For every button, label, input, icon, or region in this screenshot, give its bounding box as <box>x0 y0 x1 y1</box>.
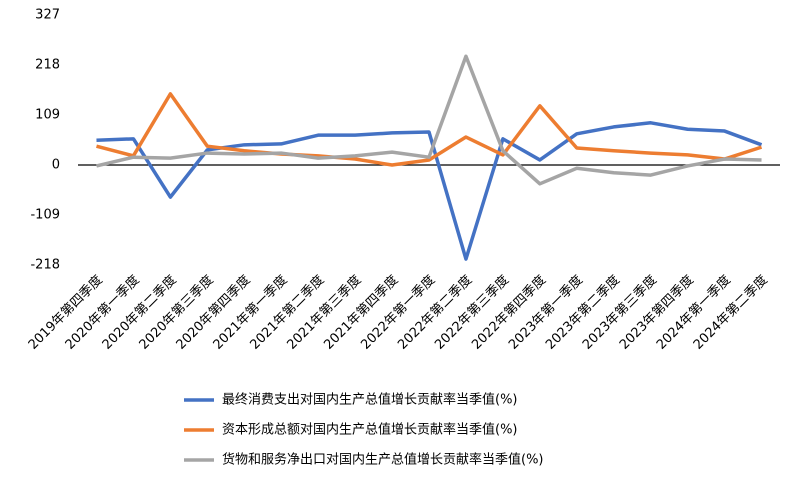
legend-label: 最终消费支出对国内生产总值增长贡献率当季值(%) <box>222 392 518 408</box>
y-tick-label: -109 <box>30 208 60 223</box>
series-line <box>96 121 763 261</box>
y-tick-label: 327 <box>35 8 60 23</box>
series-line <box>96 92 763 167</box>
y-tick-label: 109 <box>35 108 60 123</box>
y-tick-label: 218 <box>35 58 60 73</box>
legend-label: 货物和服务净出口对国内生产总值增长贡献率当季值(%) <box>222 452 544 468</box>
y-tick-label: 0 <box>52 158 60 173</box>
legend-label: 资本形成总额对国内生产总值增长贡献率当季值(%) <box>222 422 518 438</box>
series-line <box>96 54 762 186</box>
y-tick-label: -218 <box>30 258 60 273</box>
